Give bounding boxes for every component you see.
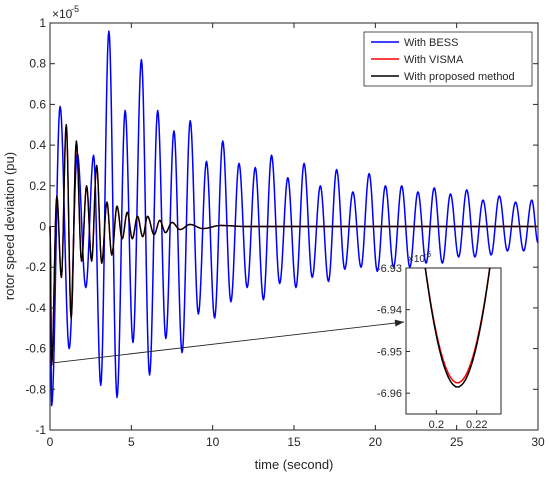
- legend-entry-bess: With BESS: [371, 37, 458, 49]
- inset-x-tick-label: 0.22: [466, 419, 487, 431]
- inset-exponent-base: ×10: [408, 254, 425, 265]
- legend-label-visma: With VISMA: [404, 54, 464, 66]
- inset-y-tick-label: -6.95: [377, 346, 402, 358]
- x-tick-label: 30: [531, 435, 545, 449]
- legend-label-bess: With BESS: [404, 37, 458, 49]
- y-tick-label: 0.6: [29, 97, 46, 111]
- inset-y-tick-label: -6.96: [377, 388, 402, 400]
- y-tick-label: -1: [35, 423, 46, 437]
- x-tick-label: 15: [287, 435, 301, 449]
- x-tick-label: 5: [128, 435, 135, 449]
- y-exponent-base: ×10: [52, 7, 73, 21]
- y-tick-label: 0.8: [29, 57, 46, 71]
- y-tick-label: 0.2: [29, 179, 46, 193]
- inset-x-tick-label: 0.2: [429, 419, 444, 431]
- inset-series-lines: [424, 268, 491, 388]
- inset-line-proposed: [424, 268, 491, 388]
- pointer-line: [53, 321, 405, 364]
- legend-entry-visma: With VISMA: [371, 54, 464, 66]
- zoom-inset: 0.2 0.22 -6.93 -6.94 -6.95 -6.96 ×10 -6: [377, 250, 502, 431]
- y-tick-label: -0.8: [25, 382, 46, 396]
- y-tick-label: 0.4: [29, 138, 46, 152]
- x-tick-label: 25: [450, 435, 464, 449]
- main-axis-ticks: 0 5 10 15 20 25 30 -1 -0.8 -0.6 -0.4 -0.2 0 0.2 0.4 0.6…: [25, 16, 545, 449]
- inset-y-tick-label: -6.94: [377, 305, 402, 317]
- x-tick-label: 10: [206, 435, 220, 449]
- legend-entry-proposed: With proposed method: [371, 71, 515, 83]
- series-line-proposed: [49, 124, 539, 366]
- y-tick-label: -0.2: [25, 260, 46, 274]
- x-axis-label: time (second): [255, 457, 334, 472]
- x-tick-label: 0: [47, 435, 54, 449]
- series-line-bess: [49, 30, 539, 407]
- y-tick-label: 1: [39, 16, 46, 30]
- y-axis-label: rotor speed deviation (pu): [2, 152, 17, 300]
- x-tick-label: 20: [369, 435, 383, 449]
- y-tick-label: 0: [39, 220, 46, 234]
- inset-frame: [405, 267, 502, 415]
- y-tick-label: -0.6: [25, 342, 46, 356]
- pointer-arrowhead: [394, 319, 404, 327]
- legend-label-proposed: With proposed method: [404, 71, 515, 83]
- inset-axis-ticks: 0.2 0.22 -6.93 -6.94 -6.95 -6.96: [377, 263, 488, 431]
- y-exponent-power: -5: [71, 4, 79, 14]
- inset-y-tick-label: -6.93: [377, 263, 402, 275]
- main-series-lines: [49, 30, 539, 407]
- legend: With BESS With VISMA With proposed metho…: [363, 31, 533, 87]
- zoom-pointer-arrow: [53, 319, 405, 364]
- inset-exponent-power: -6: [424, 250, 432, 259]
- y-tick-label: -0.4: [25, 301, 46, 315]
